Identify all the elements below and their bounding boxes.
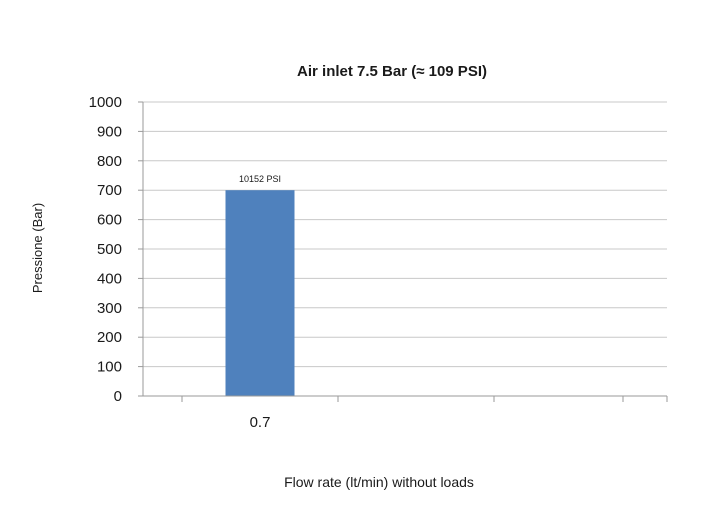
y-tick-label: 0 xyxy=(114,388,122,405)
y-tick-label: 700 xyxy=(97,182,122,199)
y-tick-label: 200 xyxy=(97,329,122,346)
x-tick-labels: 0.7 xyxy=(250,414,271,431)
bars xyxy=(225,190,295,396)
axes xyxy=(138,101,668,402)
y-tick-label: 500 xyxy=(97,241,122,258)
y-tick-label: 800 xyxy=(97,153,122,170)
y-tick-label: 300 xyxy=(97,300,122,317)
y-tick-label: 400 xyxy=(97,270,122,287)
y-tick-labels: 0 100 200 300 400 500 600 700 800 900 1000 xyxy=(89,94,122,405)
y-tick-label: 100 xyxy=(97,359,122,376)
y-tick-label: 900 xyxy=(97,123,122,140)
data-label: 10152 PSI xyxy=(239,174,281,184)
x-tick-label: 0.7 xyxy=(250,414,271,431)
gridlines xyxy=(143,101,667,368)
x-axis-label: Flow rate (lt/min) without loads xyxy=(284,474,474,490)
y-tick-label: 600 xyxy=(97,212,122,229)
chart-title: Air inlet 7.5 Bar (≈ 109 PSI) xyxy=(297,63,487,80)
y-axis-label: Pressione (Bar) xyxy=(30,203,45,293)
data-labels: 10152 PSI xyxy=(239,174,281,184)
bar xyxy=(225,190,295,396)
y-tick-label: 1000 xyxy=(89,94,122,111)
